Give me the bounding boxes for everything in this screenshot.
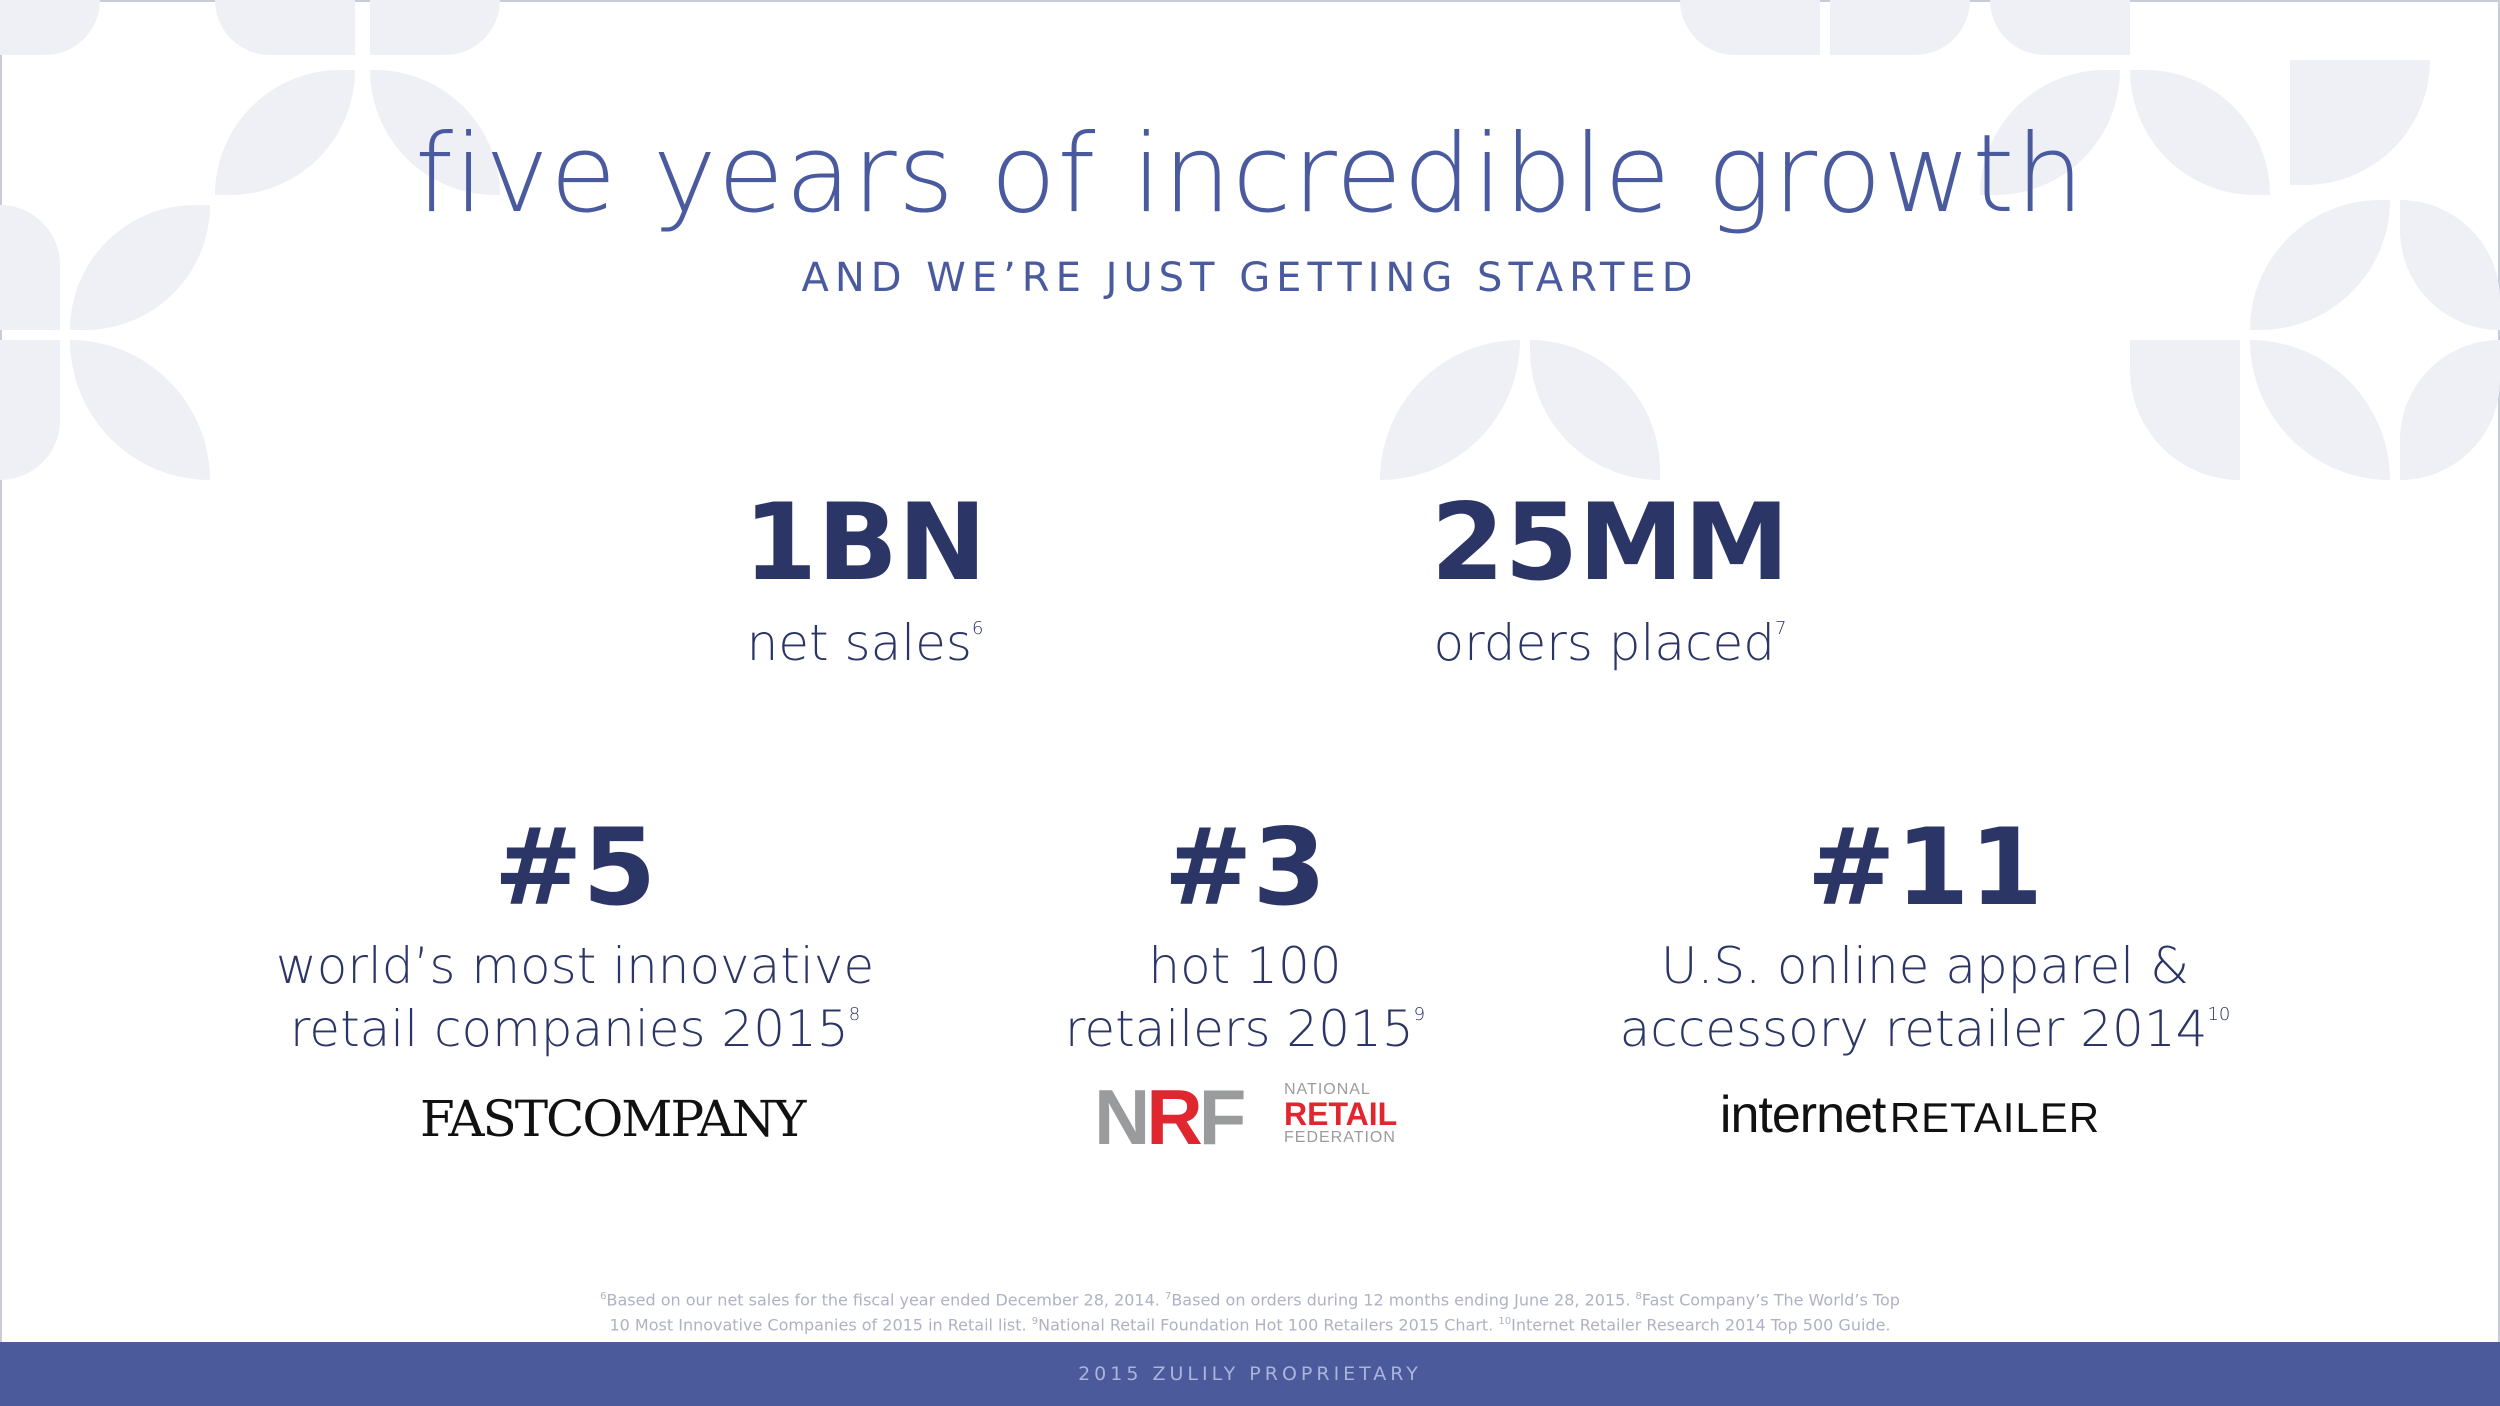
fast-company-logo: FASTCOMPANY bbox=[420, 1090, 806, 1148]
nrf-logo: NRF NATIONAL RETAIL FEDERATION bbox=[1094, 1073, 1398, 1161]
ranking-caption: hot 100 retailers 20159 bbox=[1064, 937, 1426, 1058]
footnote-marker: 7 bbox=[1775, 618, 1787, 639]
slide-subtitle: AND WE’RE JUST GETTING STARTED bbox=[801, 255, 1699, 301]
stat-value: 25MM bbox=[1430, 481, 1790, 604]
stat-caption: net sales6 bbox=[746, 614, 984, 672]
ranking-nrf: #3 hot 100 retailers 20159 bbox=[1000, 815, 1490, 1060]
stat-orders-placed: 25MM orders placed7 bbox=[1380, 490, 1840, 675]
internet-retailer-logo: internet RETAILER bbox=[1719, 1086, 2101, 1144]
ranking-value: #3 bbox=[1163, 806, 1327, 929]
slide-title: five years of incredible growth bbox=[415, 112, 2085, 237]
stat-net-sales: 1BN net sales6 bbox=[700, 490, 1030, 675]
ranking-value: #11 bbox=[1806, 806, 2044, 929]
footnote-marker: 6 bbox=[971, 618, 984, 639]
background-petal-pattern bbox=[0, 0, 2500, 500]
stat-value: 1BN bbox=[743, 481, 987, 604]
ranking-caption: world’s most innovative retail companies … bbox=[275, 937, 875, 1058]
footnotes: 6Based on our net sales for the fiscal y… bbox=[600, 1290, 1900, 1335]
ranking-value: #5 bbox=[493, 806, 657, 929]
ranking-fast-company: #5 world’s most innovative retail compani… bbox=[230, 815, 920, 1060]
ranking-caption: U.S. online apparel & accessory retailer … bbox=[1619, 937, 2231, 1058]
stat-caption: orders placed7 bbox=[1433, 614, 1787, 672]
footer-band: 2015 ZULILY PROPRIETARY bbox=[0, 1342, 2500, 1406]
ranking-internet-retailer: #11 U.S. online apparel & accessory retai… bbox=[1580, 815, 2270, 1060]
proprietary-label: 2015 ZULILY PROPRIETARY bbox=[1078, 1363, 1422, 1385]
